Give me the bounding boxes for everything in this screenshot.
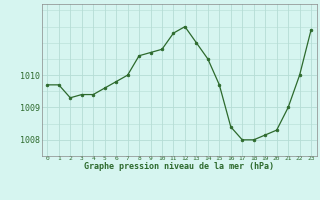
X-axis label: Graphe pression niveau de la mer (hPa): Graphe pression niveau de la mer (hPa) <box>84 162 274 171</box>
